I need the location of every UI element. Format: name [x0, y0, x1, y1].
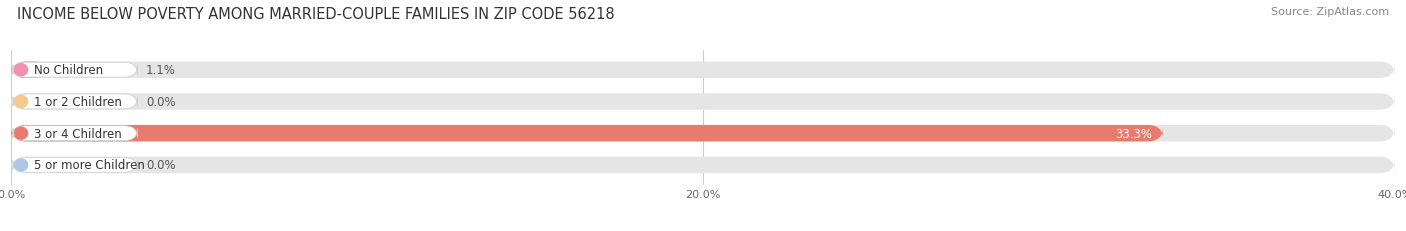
Circle shape — [14, 64, 28, 76]
FancyBboxPatch shape — [11, 94, 1395, 110]
FancyBboxPatch shape — [11, 125, 1163, 142]
Text: 5 or more Children: 5 or more Children — [34, 159, 145, 172]
Text: 1 or 2 Children: 1 or 2 Children — [34, 96, 122, 109]
FancyBboxPatch shape — [13, 63, 138, 78]
FancyBboxPatch shape — [11, 62, 1395, 79]
Text: 3 or 4 Children: 3 or 4 Children — [34, 127, 122, 140]
Circle shape — [14, 96, 28, 108]
Circle shape — [14, 128, 28, 140]
FancyBboxPatch shape — [13, 126, 138, 141]
Text: Source: ZipAtlas.com: Source: ZipAtlas.com — [1271, 7, 1389, 17]
Text: 0.0%: 0.0% — [146, 159, 176, 172]
FancyBboxPatch shape — [13, 95, 138, 109]
Circle shape — [14, 159, 28, 171]
Text: No Children: No Children — [34, 64, 103, 77]
Text: INCOME BELOW POVERTY AMONG MARRIED-COUPLE FAMILIES IN ZIP CODE 56218: INCOME BELOW POVERTY AMONG MARRIED-COUPL… — [17, 7, 614, 22]
FancyBboxPatch shape — [11, 157, 1395, 173]
FancyBboxPatch shape — [11, 62, 49, 79]
FancyBboxPatch shape — [13, 158, 138, 173]
FancyBboxPatch shape — [11, 125, 1395, 142]
Text: 1.1%: 1.1% — [146, 64, 176, 77]
Text: 33.3%: 33.3% — [1115, 127, 1153, 140]
Text: 0.0%: 0.0% — [146, 96, 176, 109]
